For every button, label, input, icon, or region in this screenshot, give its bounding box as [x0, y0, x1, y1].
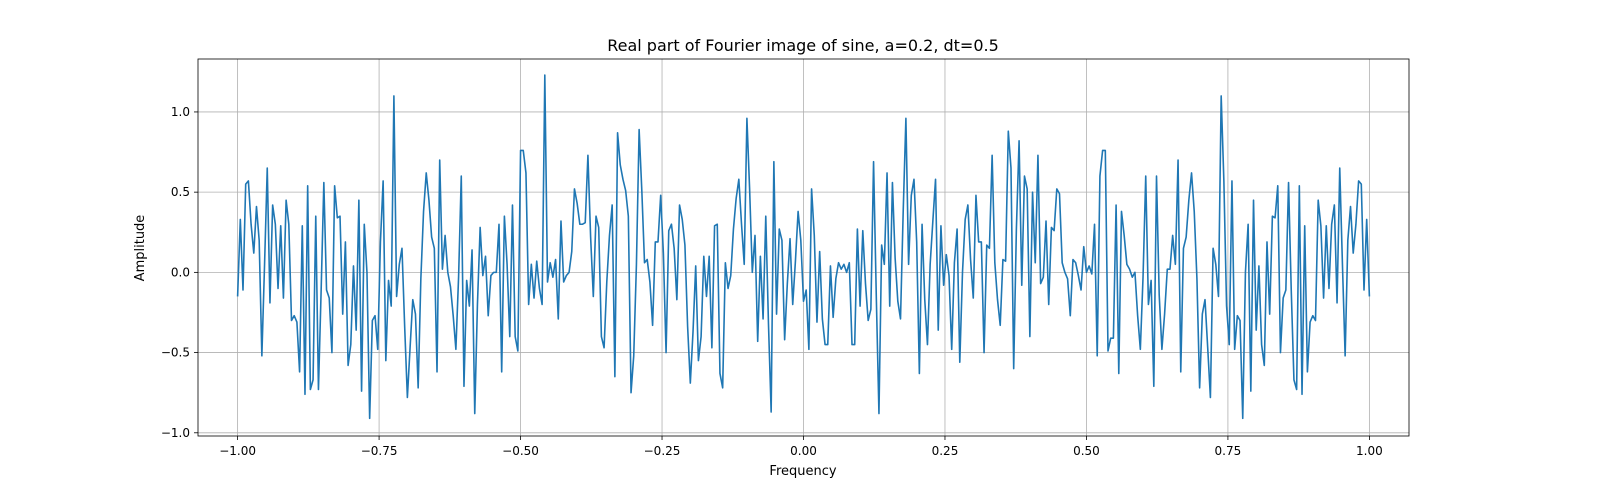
x-axis-ticks: −1.00 −0.75 −0.50 −0.25 0.00 0.25 0.50 0.75 1.00: [219, 436, 1383, 458]
x-tick-label: −0.50: [502, 444, 539, 458]
y-tick-label: 1.0: [171, 105, 190, 119]
x-tick-label: −0.25: [644, 444, 681, 458]
grid-lines: [198, 59, 1409, 436]
y-tick-label: −1.0: [161, 426, 190, 440]
x-tick-label: −0.75: [361, 444, 398, 458]
chart-title: Real part of Fourier image of sine, a=0.…: [607, 36, 999, 55]
y-axis-label: Amplitude: [133, 215, 148, 282]
x-tick-label: −1.00: [219, 444, 256, 458]
y-tick-label: 0.5: [171, 185, 190, 199]
x-axis-label: Frequency: [769, 464, 836, 479]
y-tick-label: 0.0: [171, 265, 190, 279]
x-tick-label: 0.75: [1215, 444, 1242, 458]
series-line: [236, 74, 1371, 420]
x-tick-label: 1.00: [1356, 444, 1383, 458]
x-tick-label: 0.00: [790, 444, 817, 458]
y-tick-label: −0.5: [161, 346, 190, 360]
y-axis-ticks: −1.0 −0.5 0.0 0.5 1.0: [161, 105, 198, 440]
x-tick-label: 0.25: [932, 444, 959, 458]
x-tick-label: 0.50: [1073, 444, 1100, 458]
